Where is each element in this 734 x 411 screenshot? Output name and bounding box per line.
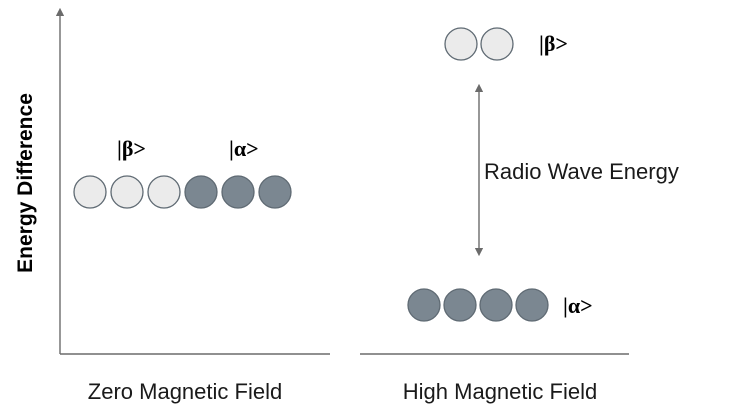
- right-panel: |β> Radio Wave Energy |α> High Magnetic …: [403, 27, 679, 404]
- beta-spin-circle: [444, 27, 478, 61]
- alpha-spin-circle: [515, 288, 549, 322]
- right-alpha-label: |α>: [563, 293, 593, 318]
- alpha-spin-circle: [407, 288, 441, 322]
- alpha-spin-circle: [221, 175, 255, 209]
- alpha-spin-circle: [184, 175, 218, 209]
- alpha-spin-circle: [258, 175, 292, 209]
- left-panel-label: Zero Magnetic Field: [88, 379, 282, 404]
- right-alpha-population: [407, 288, 549, 322]
- alpha-spin-circle: [479, 288, 513, 322]
- y-axis-title: Energy Difference: [14, 93, 37, 273]
- right-panel-label: High Magnetic Field: [403, 379, 597, 404]
- beta-spin-circle: [110, 175, 144, 209]
- right-beta-population: [444, 27, 514, 61]
- left-spin-population: [73, 175, 292, 209]
- right-beta-label: |β>: [539, 31, 568, 56]
- beta-spin-circle: [480, 27, 514, 61]
- left-panel: |β> |α> Zero Magnetic Field: [73, 136, 292, 404]
- left-alpha-label: |α>: [229, 136, 259, 161]
- beta-spin-circle: [147, 175, 181, 209]
- beta-spin-circle: [73, 175, 107, 209]
- alpha-spin-circle: [443, 288, 477, 322]
- left-beta-label: |β>: [117, 136, 146, 161]
- energy-gap-label: Radio Wave Energy: [484, 159, 679, 184]
